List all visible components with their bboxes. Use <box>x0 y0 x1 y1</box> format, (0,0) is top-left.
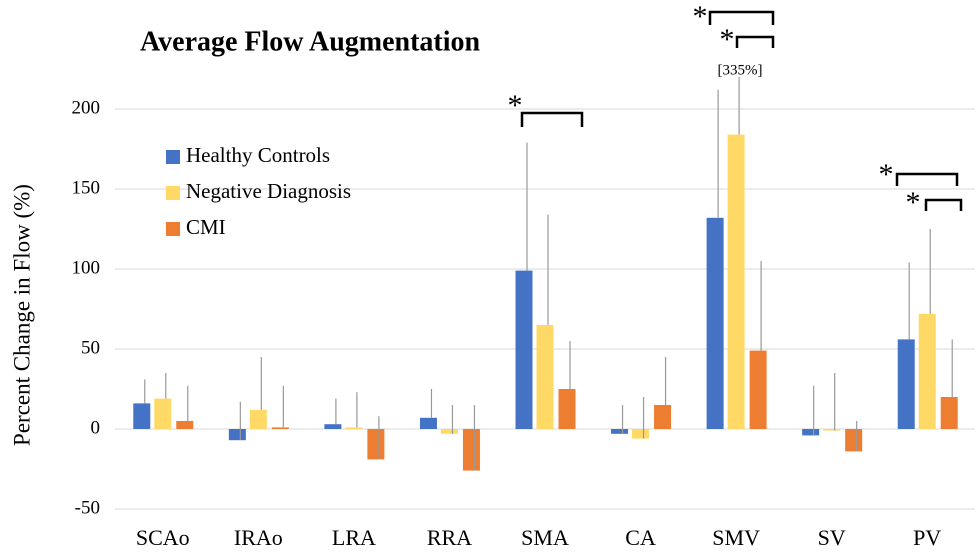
bar <box>345 427 363 429</box>
significance: * * * [335%] * * <box>508 0 963 219</box>
bar <box>462 429 480 471</box>
bracket <box>735 35 775 48</box>
y-tick-label: -50 <box>75 497 100 518</box>
annotation: * <box>879 158 894 191</box>
annotation: * <box>693 0 708 33</box>
bar <box>367 429 385 460</box>
legend-label: CMI <box>186 215 226 239</box>
bar <box>823 429 841 431</box>
bracket <box>708 10 775 25</box>
bar <box>271 427 289 429</box>
bar <box>324 424 342 429</box>
bracket <box>924 198 963 211</box>
y-tick-label: 150 <box>72 177 101 198</box>
annotation: * <box>508 89 523 122</box>
bracket <box>520 111 584 127</box>
y-tick-label: 0 <box>91 417 101 438</box>
bar <box>727 134 745 429</box>
y-tick-label: 50 <box>81 337 100 358</box>
bar <box>845 429 863 452</box>
y-tick-label: 100 <box>72 257 101 278</box>
bar <box>536 325 554 429</box>
bar <box>228 429 246 441</box>
y-axis-label: Percent Change in Flow (%) <box>9 184 34 446</box>
bar <box>515 270 533 429</box>
bar <box>918 313 936 429</box>
bar <box>654 405 672 429</box>
x-tick-label: LRA <box>332 525 376 550</box>
bar <box>176 421 194 429</box>
legend-swatch <box>166 222 180 236</box>
x-tick-label: SCAo <box>136 525 190 550</box>
annotation: * <box>720 23 735 56</box>
x-tick-label: IRAo <box>234 525 283 550</box>
y-tick-label: 200 <box>72 97 101 118</box>
legend-swatch <box>166 150 180 164</box>
bar <box>558 389 576 429</box>
legend-swatch <box>166 186 180 200</box>
x-tick-label: SMA <box>521 525 569 550</box>
bar <box>611 429 629 434</box>
x-tick-label: CA <box>625 525 656 550</box>
annotation: * <box>906 186 921 219</box>
chart-title: Average Flow Augmentation <box>140 26 481 57</box>
x-tick-label: RRA <box>427 525 472 550</box>
x-tick-label: SMV <box>712 525 760 550</box>
annotation: [335%] <box>718 62 763 78</box>
legend-label: Negative Diagnosis <box>186 179 351 203</box>
bar <box>249 409 267 429</box>
bar <box>940 397 958 429</box>
bar <box>749 350 767 429</box>
legend-label: Healthy Controls <box>186 143 330 167</box>
bar <box>154 398 172 429</box>
bar <box>632 429 650 439</box>
bar <box>133 403 151 429</box>
x-tick-label: PV <box>913 525 941 550</box>
x-tick-label: SV <box>818 525 846 550</box>
bar <box>802 429 820 436</box>
bar <box>440 429 458 434</box>
bar <box>897 339 915 429</box>
bracket <box>895 172 959 186</box>
bar <box>706 217 724 429</box>
bar <box>419 417 437 429</box>
